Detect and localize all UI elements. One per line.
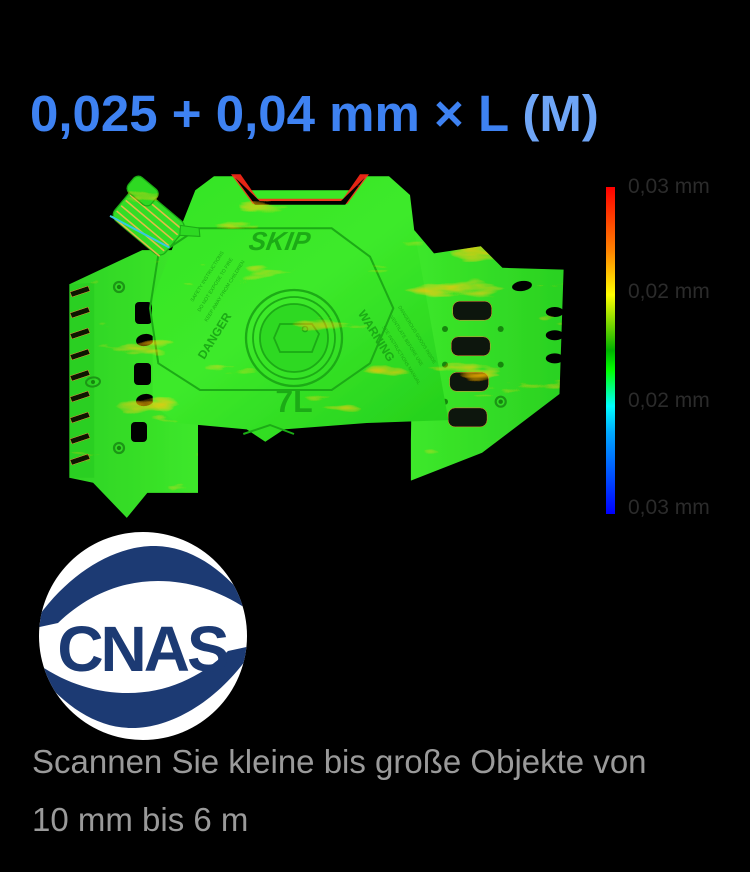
svg-text:7L: 7L [275,383,312,419]
svg-text:CNAS: CNAS [57,613,228,685]
svg-text:SKIP: SKIP [247,226,313,256]
